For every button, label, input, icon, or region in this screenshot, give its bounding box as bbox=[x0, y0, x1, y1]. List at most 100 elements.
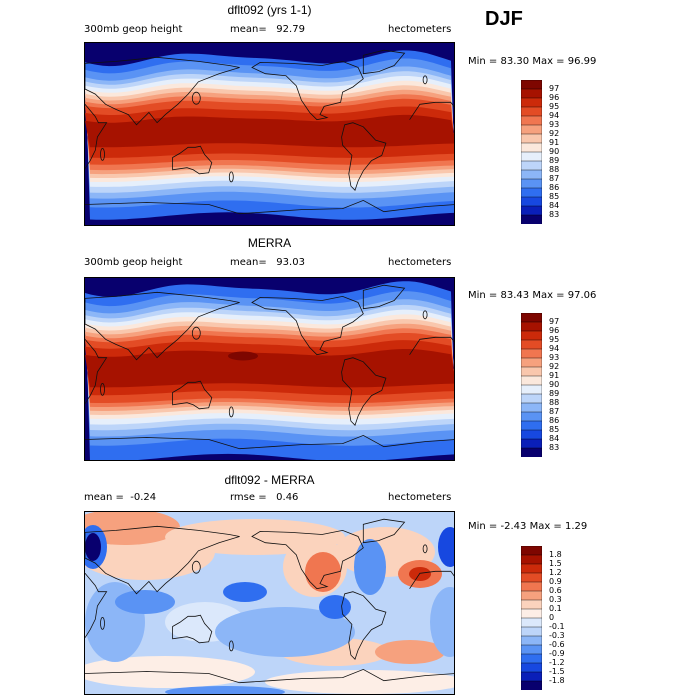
panel3-map-anomaly bbox=[438, 527, 454, 567]
panel1-mean: mean= 92.79 bbox=[230, 24, 305, 35]
panel3-colorbar-swatch bbox=[521, 644, 542, 655]
panel2-min-value: 83.43 bbox=[500, 290, 530, 301]
panel1-colorbar-tick-label: 86 bbox=[549, 183, 560, 192]
panel2-colorbar-tick-label: 97 bbox=[549, 317, 560, 326]
panel3-map-anomaly bbox=[265, 670, 454, 694]
panel3-map-anomaly bbox=[430, 587, 454, 657]
panel2-colorbar-swatch bbox=[521, 438, 542, 449]
panel3-min-label: Min = bbox=[468, 521, 498, 532]
panel3-colorbar-tick-label: -1.5 bbox=[549, 667, 565, 676]
panel2-colorbar-tick-label: 90 bbox=[549, 380, 560, 389]
panel3-minmax: Min = -2.43 Max = 1.29 bbox=[468, 521, 587, 532]
panel2-colorbar-tick-label: 85 bbox=[549, 425, 560, 434]
panel2-colorbar-swatch bbox=[521, 402, 542, 413]
panel2-colorbar-swatch bbox=[521, 411, 542, 422]
panel3-title: dflt092 - MERRA bbox=[224, 473, 315, 487]
panel3-map-anomaly bbox=[305, 552, 341, 592]
panel2-max-label: Max = bbox=[532, 290, 565, 301]
panel1-colorbar-tick-label: 83 bbox=[549, 210, 560, 219]
panel2-map-coastline bbox=[85, 434, 454, 450]
panel1-colorbar-swatch bbox=[521, 205, 542, 216]
panel1-colorbar-swatch bbox=[521, 151, 542, 162]
panel3-colorbar-tick-label: 0.3 bbox=[549, 595, 562, 604]
panel1-map-island bbox=[191, 91, 201, 105]
panel2-map-band bbox=[85, 349, 454, 388]
panel1-map-coastline bbox=[409, 101, 454, 120]
panel1-colorbar-swatch bbox=[521, 160, 542, 171]
panel3-map-coastline bbox=[172, 614, 213, 644]
panel1-colorbar-tick-label: 84 bbox=[549, 201, 560, 210]
panel3-map-island bbox=[191, 560, 201, 574]
panel2-colorbar-swatch bbox=[521, 321, 542, 332]
panel2-colorbar-swatch bbox=[521, 393, 542, 404]
panel1-colorbar-tick-label: 89 bbox=[549, 156, 560, 165]
panel3-colorbar-swatch bbox=[521, 635, 542, 646]
panel1-mean-label: mean= bbox=[230, 24, 267, 35]
panel1-max-value: 96.99 bbox=[567, 56, 597, 67]
panel1-colorbar-tick-label: 95 bbox=[549, 102, 560, 111]
panel1-colorbar-tick-label: 96 bbox=[549, 93, 560, 102]
panel1-title: dflt092 (yrs 1-1) bbox=[227, 3, 312, 17]
panel2-colorbar-tick-label: 88 bbox=[549, 398, 560, 407]
panel2-map-coastline bbox=[172, 380, 213, 410]
panel1-colorbar-swatch bbox=[521, 124, 542, 135]
panel2-colorbar-swatch bbox=[521, 420, 542, 431]
panel3-colorbar-swatch bbox=[521, 608, 542, 619]
panel3-colorbar-swatch bbox=[521, 590, 542, 601]
panel3-colorbar-tick-label: -1.2 bbox=[549, 658, 565, 667]
panel1-map-island bbox=[100, 148, 105, 161]
panel1-map-island bbox=[422, 75, 428, 85]
panel2-units: hectometers bbox=[388, 257, 452, 268]
panel2-colorbar-swatch bbox=[521, 447, 542, 457]
panel1-map bbox=[84, 42, 455, 226]
panel3-map-anomaly bbox=[165, 686, 285, 694]
panel2-title: MERRA bbox=[247, 236, 292, 250]
panel2-map-coastline bbox=[85, 291, 240, 361]
panel3-map-anomaly bbox=[354, 539, 386, 595]
panel1-colorbar-swatch bbox=[521, 142, 542, 153]
panel3-map bbox=[84, 511, 455, 695]
panel1-colorbar-swatch bbox=[521, 187, 542, 198]
panel1-colorbar-tick-label: 91 bbox=[549, 138, 560, 147]
panel3-map-anomaly bbox=[409, 567, 431, 581]
panel3-colorbar-tick-label: -0.6 bbox=[549, 640, 565, 649]
panel2-colorbar-tick-label: 83 bbox=[549, 443, 560, 452]
panel3-colorbar-tick-label: -0.9 bbox=[549, 649, 565, 658]
panel1-colorbar-swatch bbox=[521, 97, 542, 108]
panel3-map-coastline bbox=[362, 518, 406, 544]
panel2-mean-value: 93.03 bbox=[276, 257, 305, 268]
panel2-colorbar-swatch bbox=[521, 313, 542, 323]
panel1-max-label: Max = bbox=[532, 56, 565, 67]
panel2-map-island bbox=[228, 406, 234, 418]
panel3-colorbar-swatch bbox=[521, 563, 542, 574]
panel2-colorbar-tick-label: 93 bbox=[549, 353, 560, 362]
panel3-mean: mean = -0.24 bbox=[84, 492, 156, 503]
panel3-map-anomaly bbox=[215, 607, 355, 657]
panel1-min-value: 83.30 bbox=[500, 56, 530, 67]
panel3-max-value: 1.29 bbox=[564, 521, 588, 532]
panel2-colorbar-tick-label: 86 bbox=[549, 416, 560, 425]
panel1-colorbar-tick-label: 85 bbox=[549, 192, 560, 201]
panel2-colorbar-swatch bbox=[521, 366, 542, 377]
panel1-colorbar-tick-label: 97 bbox=[549, 84, 560, 93]
panel1-colorbar-swatch bbox=[521, 169, 542, 180]
season-label: DJF bbox=[485, 8, 523, 30]
panel1-map-coastline bbox=[362, 49, 406, 75]
panel2-min-label: Min = bbox=[468, 290, 498, 301]
panel1-colorbar-tick-label: 90 bbox=[549, 147, 560, 156]
panel2-colorbar-tick-label: 91 bbox=[549, 371, 560, 380]
panel2-map bbox=[84, 277, 455, 461]
panel3-colorbar-tick-label: 1.2 bbox=[549, 568, 562, 577]
panel1-colorbar-swatch bbox=[521, 133, 542, 144]
panel2-map-coastline bbox=[85, 339, 108, 404]
panel1-colorbar-tick-label: 87 bbox=[549, 174, 560, 183]
panel2-colorbar-swatch bbox=[521, 384, 542, 395]
panel1-colorbar-swatch bbox=[521, 214, 542, 224]
panel2-colorbar-swatch bbox=[521, 375, 542, 386]
panel2-map-coastline bbox=[409, 336, 454, 355]
panel2-map-coastline bbox=[251, 295, 364, 356]
panel3-map-coastline bbox=[85, 668, 454, 684]
panel2-colorbar-swatch bbox=[521, 429, 542, 440]
panel1-minmax: Min = 83.30 Max = 96.99 bbox=[468, 56, 596, 67]
panel2-colorbar bbox=[521, 313, 542, 457]
